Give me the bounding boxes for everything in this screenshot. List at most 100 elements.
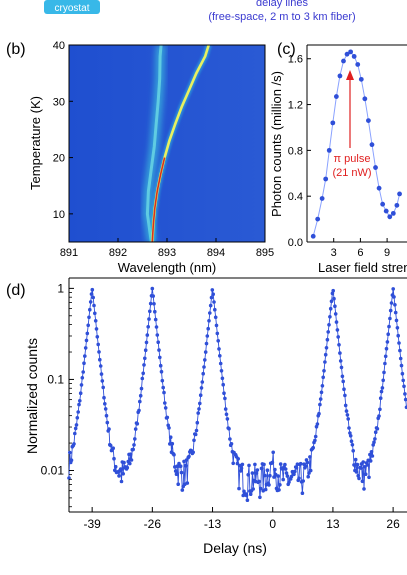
g2-point — [156, 340, 160, 345]
g2-point — [207, 319, 211, 323]
g2-point — [72, 442, 76, 446]
g2-point — [102, 395, 106, 400]
g2-point — [404, 405, 407, 410]
panel-d-xtick-label: -13 — [204, 517, 222, 531]
g2-point — [362, 487, 366, 491]
heatmap-line-broad-core — [145, 45, 163, 242]
g2-point — [402, 384, 406, 389]
g2-point — [242, 489, 246, 494]
g2-point — [300, 491, 305, 496]
panel-d-xtick-label: 0 — [269, 517, 276, 531]
g2-point — [383, 361, 387, 366]
rabi-point — [390, 210, 396, 216]
g2-point — [265, 468, 270, 473]
pi-pulse-arrowhead — [346, 70, 354, 80]
g2-point — [297, 476, 301, 481]
g2-point — [148, 309, 152, 314]
g2-point — [83, 354, 87, 358]
g2-point — [340, 374, 345, 379]
g2-point — [327, 323, 331, 327]
g2-point — [388, 308, 393, 313]
panel-b-xtick-label: 893 — [158, 247, 176, 259]
rabi-point — [362, 96, 368, 102]
g2-point — [208, 303, 213, 308]
g2-point — [245, 498, 250, 503]
g2-point — [373, 437, 377, 441]
g2-point — [338, 351, 342, 355]
g2-point — [153, 309, 157, 314]
g2-point — [331, 288, 336, 293]
rabi-point — [323, 176, 329, 182]
rabi-point — [319, 196, 325, 201]
g2-point — [104, 413, 109, 418]
panel-d-label: (d) — [6, 282, 26, 299]
panel-b-ytick-label: 20 — [53, 153, 65, 165]
g2-point — [385, 340, 390, 344]
g2-point — [229, 442, 234, 446]
g2-point — [337, 343, 341, 347]
g2-point — [311, 445, 316, 450]
panel-c-xlabel: Laser field streng — [318, 260, 407, 275]
g2-point — [371, 443, 376, 447]
g2-point — [201, 371, 205, 376]
g2-point — [214, 323, 219, 328]
g2-point — [361, 460, 366, 464]
header: cryostat delay lines (free-space, 2 m to… — [44, 0, 356, 23]
g2-point — [403, 397, 407, 402]
g2-point — [322, 369, 326, 373]
g2-point — [373, 430, 378, 435]
g2-point — [78, 391, 83, 396]
panel-b-ytick-label: 40 — [53, 40, 65, 52]
panel-c-ytick-label: 1.6 — [288, 54, 303, 66]
panel-b-xtick-label: 895 — [256, 247, 274, 259]
panel-b-ytick-label: 10 — [53, 209, 65, 221]
g2-point — [384, 346, 389, 351]
g2-point — [212, 300, 216, 304]
g2-point — [237, 486, 241, 491]
g2-point — [90, 287, 95, 292]
g2-point — [341, 379, 346, 384]
g2-point — [163, 406, 168, 410]
panel-d-xtick-label: -26 — [144, 517, 162, 531]
rabi-point — [369, 142, 375, 148]
g2-point — [128, 461, 132, 466]
g2-point — [344, 409, 349, 413]
g2-point — [172, 452, 176, 457]
g2-point — [396, 333, 401, 338]
g2-point — [88, 300, 93, 304]
g2-point — [100, 379, 105, 383]
g2-point — [119, 479, 124, 484]
g2-point — [283, 467, 288, 471]
g2-point — [225, 417, 230, 421]
g2-point — [141, 371, 145, 376]
g2-point — [369, 450, 374, 454]
g2-point — [247, 463, 251, 468]
g2-point — [333, 304, 337, 309]
panel-c-xticks: 3 6 9 — [331, 238, 390, 259]
g2-point — [187, 454, 191, 459]
g2-point — [68, 450, 72, 455]
g2-point — [112, 456, 116, 461]
g2-point — [400, 371, 405, 376]
g2-point — [246, 473, 250, 477]
g2-point — [160, 378, 165, 383]
g2-point — [314, 424, 319, 429]
rabi-point — [333, 94, 339, 99]
g2-point — [183, 463, 188, 468]
g2-point — [354, 470, 359, 474]
g2-point — [342, 387, 346, 392]
g2-point — [213, 315, 218, 320]
panel-b-xticks: 891 892 893 894 895 — [60, 238, 274, 259]
panel-c-label: (c) — [277, 41, 296, 58]
panel-b-ylabel: Temperature (K) — [28, 96, 43, 190]
g2-point — [173, 469, 178, 473]
g2-point — [370, 454, 375, 458]
g2-point — [303, 464, 308, 468]
g2-point — [399, 363, 404, 368]
g2-point — [79, 383, 84, 387]
g2-point — [377, 414, 381, 418]
pi-pulse-annotation: π pulse (21 nW) — [332, 70, 372, 179]
g2-point — [298, 461, 303, 466]
delay-line-title: delay lines — [256, 0, 308, 9]
